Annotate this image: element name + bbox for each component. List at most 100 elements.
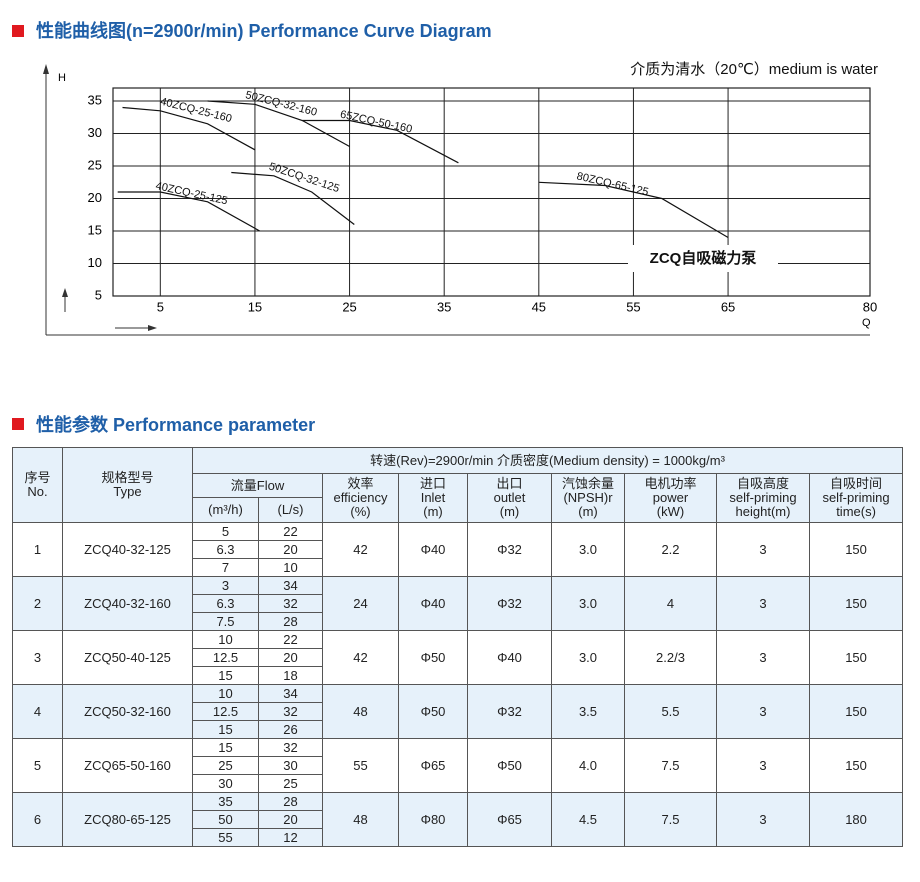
param-cell: 42 xyxy=(322,630,399,685)
header-line: 汽蚀余量 xyxy=(561,476,614,491)
header-line: 自吸高度 xyxy=(736,476,789,491)
param-cell: 180 xyxy=(808,792,904,847)
header-cell: 流量Flow xyxy=(192,473,323,498)
flow-m3h: 25 xyxy=(192,756,259,775)
flow-ls: 20 xyxy=(258,648,323,667)
header-line: 序号 xyxy=(24,470,51,485)
flow-m3h: 12.5 xyxy=(192,648,259,667)
header-line: 电机功率 xyxy=(644,476,697,491)
pump-type: ZCQ40-32-125 xyxy=(62,522,193,577)
param-cell: Φ32 xyxy=(467,684,552,739)
flow-m3h: 7 xyxy=(192,558,259,577)
header-line: efficiency xyxy=(333,490,388,505)
header-line: Inlet xyxy=(420,490,446,505)
row-number: 5 xyxy=(12,738,63,793)
param-cell: 48 xyxy=(322,684,399,739)
header-row: 序号 No. 规格型号 Type 转速(Rev)=2900r/min 介质密度(Medi… xyxy=(12,447,904,523)
header-line: 出口 xyxy=(496,476,523,491)
data-row: 5 ZCQ65-50-160 15 32 55 Φ65 Φ50 4.0 7.5 3 150 xyxy=(12,738,904,793)
flow-ls: 32 xyxy=(258,594,323,613)
arrow xyxy=(62,288,68,297)
header-cell: 进口 Inlet (m) xyxy=(398,473,468,523)
curve-label: 80ZCQ-65-125 xyxy=(575,170,649,198)
parameter-table: 序号 No. 规格型号 Type 转速(Rev)=2900r/min 介质密度(Medi… xyxy=(12,447,904,847)
header-line: (%) xyxy=(350,504,371,519)
header-line: (m) xyxy=(423,504,443,519)
flow-m3h: 6.3 xyxy=(192,594,259,613)
data-row: 6.3 20 xyxy=(13,540,903,559)
data-row: 1 ZCQ40-32-125 5 22 42 Φ40 Φ32 3.0 2.2 3 150 xyxy=(12,522,904,577)
flow-m3h: 3 xyxy=(192,576,259,595)
param-cell: 3 xyxy=(716,630,810,685)
flow-ls: 12 xyxy=(258,828,323,847)
x-axis-label: Q xyxy=(862,317,871,329)
flow-m3h: 50 xyxy=(192,810,259,829)
header-cell: 规格型号 Type xyxy=(62,447,193,523)
param-cell: 7.5 xyxy=(624,792,717,847)
param-cell: Φ50 xyxy=(398,684,468,739)
flow-ls: 22 xyxy=(258,522,323,541)
flow-ls: 34 xyxy=(258,576,323,595)
data-row: 2 ZCQ40-32-160 3 34 24 Φ40 Φ32 3.0 4 3 150 xyxy=(12,576,904,631)
header-line: (kW) xyxy=(656,504,685,519)
x-tick-label: 55 xyxy=(626,299,640,314)
performance-curve xyxy=(302,119,459,164)
x-tick-label: 15 xyxy=(248,299,262,314)
y-tick-label: 35 xyxy=(88,92,102,107)
header-line: 进口 xyxy=(419,476,446,491)
data-row: 6 ZCQ80-65-125 35 28 48 Φ80 Φ65 4.5 7.5 3 180 xyxy=(12,792,904,847)
arrow xyxy=(148,325,157,331)
flow-ls: 32 xyxy=(258,738,323,757)
data-row: 15 18 xyxy=(13,666,903,685)
header-line: time(s) xyxy=(836,504,876,519)
param-cell: 3 xyxy=(716,576,810,631)
section-header: 性能参数 Performance parameter xyxy=(12,411,315,437)
flow-m3h: 6.3 xyxy=(192,540,259,559)
flow-ls: 26 xyxy=(258,720,323,739)
chart: 性能曲线图(n=2900r/min) Performance Curve Dia… xyxy=(12,20,878,336)
flow-ls: 10 xyxy=(258,558,323,577)
param-cell: Φ50 xyxy=(398,630,468,685)
flow-m3h: 35 xyxy=(192,792,259,811)
flow-m3h: 7.5 xyxy=(192,612,259,631)
header-line: self-priming xyxy=(729,490,797,505)
row-number: 3 xyxy=(12,630,63,685)
flow-ls: 20 xyxy=(258,810,323,829)
param-cell: Φ32 xyxy=(467,576,552,631)
flow-m3h: 5 xyxy=(192,522,259,541)
section-marker xyxy=(12,25,24,37)
param-cell: 150 xyxy=(808,576,904,631)
flow-m3h: 12.5 xyxy=(192,702,259,721)
section-title: 性能曲线图(n=2900r/min) Performance Curve Dia… xyxy=(36,20,492,41)
header-line: 流量Flow xyxy=(230,477,285,493)
row-number: 6 xyxy=(12,792,63,847)
x-tick-label: 25 xyxy=(342,299,356,314)
param-cell: Φ65 xyxy=(398,738,468,793)
header-cell: 自吸时间 self-priming time(s) xyxy=(808,473,904,523)
flow-ls: 28 xyxy=(258,792,323,811)
param-cell: 3.0 xyxy=(551,576,625,631)
param-cell: 150 xyxy=(808,630,904,685)
arrow xyxy=(43,64,49,74)
annotation-box xyxy=(628,245,778,272)
data-row: 3 ZCQ50-40-125 10 22 42 Φ50 Φ40 3.0 2.2/3 3 150 xyxy=(12,630,904,685)
param-cell: 150 xyxy=(808,684,904,739)
flow-ls: 30 xyxy=(258,756,323,775)
y-tick-label: 5 xyxy=(95,287,102,302)
flow-ls: 28 xyxy=(258,612,323,631)
param-cell: 3.5 xyxy=(551,684,625,739)
header-cell: 出口 outlet (m) xyxy=(467,473,552,523)
section-marker xyxy=(12,418,24,430)
x-tick-label: 80 xyxy=(863,299,877,314)
row-number: 1 xyxy=(12,522,63,577)
y-axis-label: H xyxy=(58,72,66,84)
param-cell: Φ40 xyxy=(398,522,468,577)
param-cell: 3 xyxy=(716,522,810,577)
param-cell: 2.2/3 xyxy=(624,630,717,685)
flow-ls: 25 xyxy=(258,774,323,793)
x-tick-label: 65 xyxy=(721,299,735,314)
annotation: ZCQ自吸磁力泵 xyxy=(650,249,757,267)
section-title: 性能参数 Performance parameter xyxy=(36,415,316,435)
pump-type: ZCQ65-50-160 xyxy=(62,738,193,793)
